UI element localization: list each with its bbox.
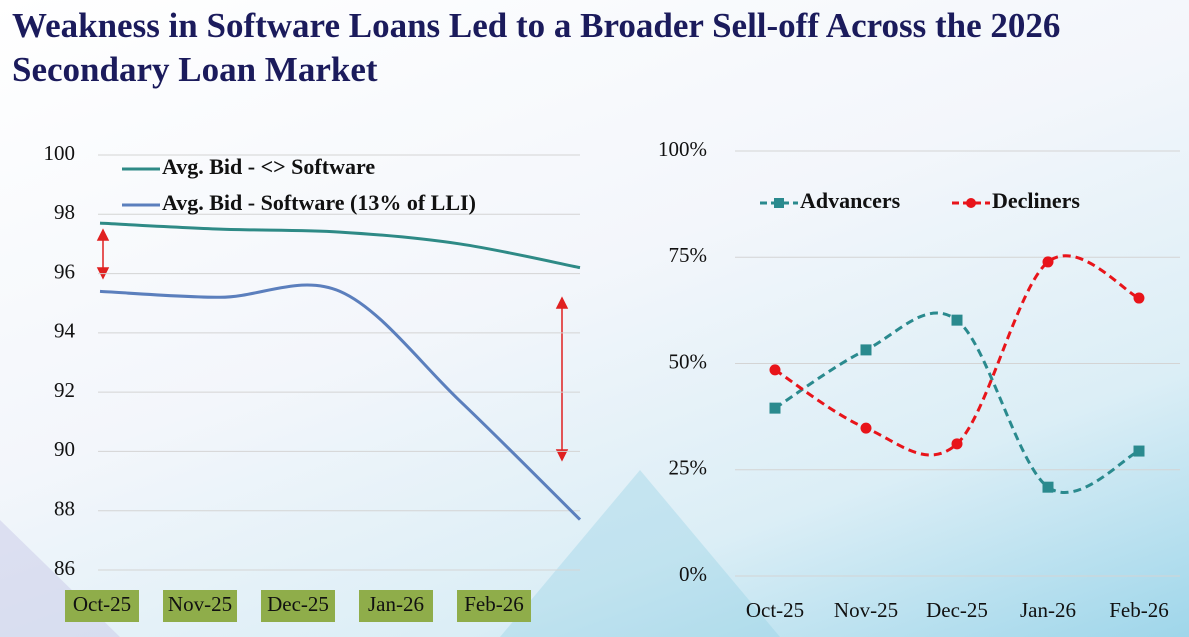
y-tick-label: 100% (658, 137, 707, 161)
x-tick-label: Dec-25 (267, 592, 329, 616)
x-tick-label: Nov-25 (834, 598, 898, 622)
marker (769, 402, 781, 414)
y-tick-label: 92 (54, 378, 75, 402)
y-tick-label: 94 (54, 319, 76, 343)
y-tick-label: 50% (669, 349, 708, 373)
marker (951, 314, 963, 326)
x-tick-label: Jan-26 (368, 592, 424, 616)
marker (769, 364, 781, 376)
y-tick-label: 88 (54, 497, 75, 521)
x-label-box (65, 590, 139, 622)
decor (500, 470, 780, 637)
legend-label: Avg. Bid - Software (13% of LLI) (162, 190, 476, 215)
y-tick-label: 25% (669, 456, 708, 480)
marker (1042, 481, 1054, 493)
y-tick-label: 98 (54, 200, 75, 224)
y-tick-label: 100 (44, 141, 76, 165)
x-tick-label: Jan-26 (1020, 598, 1076, 622)
marker (951, 438, 963, 450)
x-tick-label: Feb-26 (464, 592, 524, 616)
marker (1133, 445, 1145, 457)
x-label-box (163, 590, 237, 622)
x-tick-label: Feb-26 (1109, 598, 1169, 622)
legend-label: Advancers (800, 188, 901, 213)
series-line (99, 221, 581, 270)
y-tick-label: 86 (54, 556, 75, 580)
marker (1133, 292, 1145, 304)
series-line (774, 311, 1140, 494)
x-label-box (261, 590, 335, 622)
y-tick-label: 90 (54, 437, 75, 461)
marker (1042, 256, 1054, 268)
title: Weakness in Software Loans Led to a Broa… (12, 6, 1061, 89)
x-tick-label: Oct-25 (73, 592, 131, 616)
legend-label: Decliners (992, 188, 1080, 213)
y-tick-label: 0% (679, 562, 707, 586)
legend-marker (966, 198, 976, 208)
legend-label: Avg. Bid - <> Software (162, 154, 375, 179)
x-tick-label: Oct-25 (746, 598, 804, 622)
marker (860, 422, 872, 434)
y-tick-label: 75% (669, 243, 708, 267)
legend-marker (774, 198, 784, 208)
marker (860, 344, 872, 356)
series-line (99, 283, 582, 521)
arrow (96, 228, 569, 462)
x-tick-label: Nov-25 (168, 592, 232, 616)
x-label-box (457, 590, 531, 622)
x-label-box (359, 590, 433, 622)
x-tick-label: Dec-25 (926, 598, 988, 622)
series-line (774, 254, 1140, 457)
y-tick-label: 96 (54, 259, 75, 283)
